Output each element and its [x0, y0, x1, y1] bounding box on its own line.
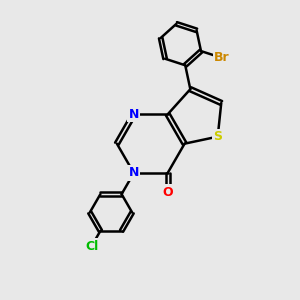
- Text: N: N: [129, 167, 139, 179]
- Text: Br: Br: [214, 51, 230, 64]
- Text: N: N: [129, 108, 139, 121]
- Text: O: O: [162, 186, 173, 199]
- Text: S: S: [213, 130, 222, 143]
- Text: Cl: Cl: [85, 240, 98, 253]
